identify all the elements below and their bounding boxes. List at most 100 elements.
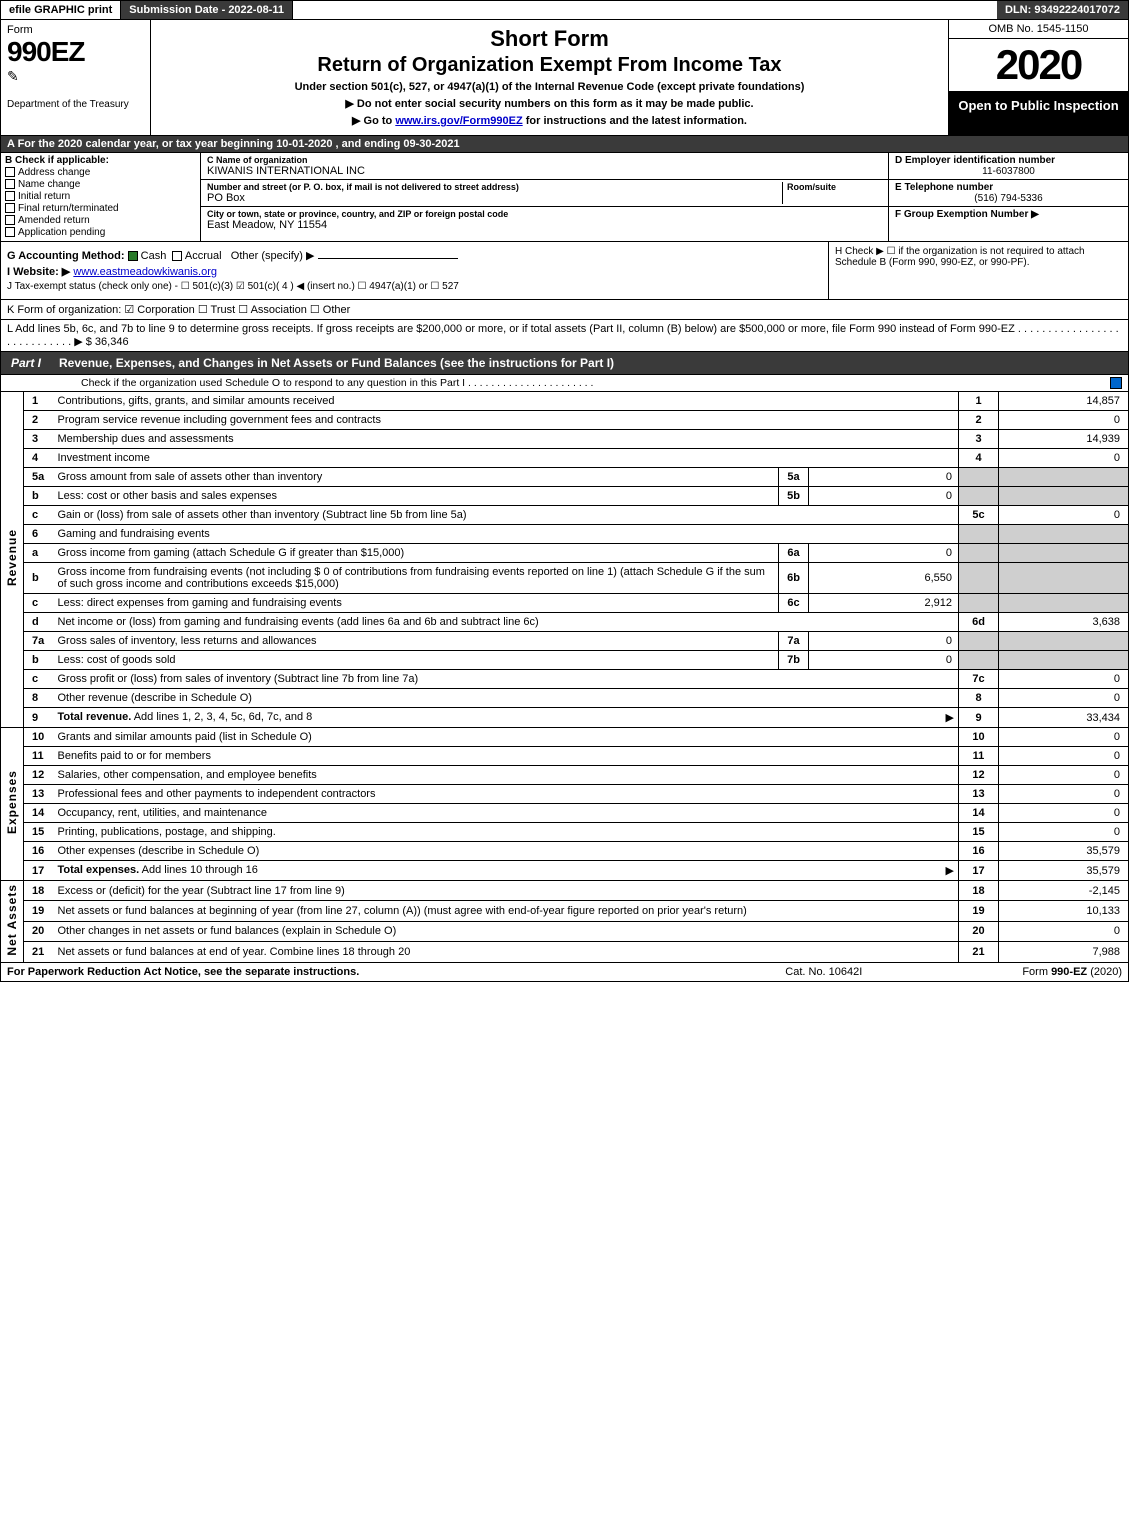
line-number: 15	[24, 823, 54, 842]
col-num: 4	[959, 449, 999, 468]
group-exemption-label: F Group Exemption Number ▶	[895, 209, 1122, 220]
header-right: OMB No. 1545-1150 2020 Open to Public In…	[948, 20, 1128, 135]
open-to-public: Open to Public Inspection	[949, 92, 1128, 135]
line-desc: Contributions, gifts, grants, and simila…	[54, 392, 959, 411]
line-desc: Gross amount from sale of assets other t…	[54, 468, 779, 487]
chk-accrual[interactable]	[172, 251, 182, 261]
col-num: 7c	[959, 670, 999, 689]
top-bar: efile GRAPHIC print Submission Date - 20…	[0, 0, 1129, 20]
line-number: b	[24, 651, 54, 670]
line-desc: Investment income	[54, 449, 959, 468]
col-val: 0	[999, 689, 1129, 708]
table-row: Net Assets18Excess or (deficit) for the …	[1, 881, 1129, 901]
col-val: 33,434	[999, 708, 1129, 728]
part1-sub: Check if the organization used Schedule …	[0, 375, 1129, 392]
line-number: 11	[24, 747, 54, 766]
part1-title: Revenue, Expenses, and Changes in Net As…	[51, 352, 1128, 374]
col-val: 0	[999, 506, 1129, 525]
line-desc: Professional fees and other payments to …	[54, 785, 959, 804]
line-number: 2	[24, 411, 54, 430]
line-number: 7a	[24, 632, 54, 651]
col-val: 3,638	[999, 613, 1129, 632]
line-desc: Gross income from gaming (attach Schedul…	[54, 544, 779, 563]
col-num: 18	[959, 881, 999, 901]
table-row: bLess: cost or other basis and sales exp…	[1, 487, 1129, 506]
line-desc: Less: cost of goods sold	[54, 651, 779, 670]
table-row: cGross profit or (loss) from sales of in…	[1, 670, 1129, 689]
mini-line-number: 6b	[779, 563, 809, 594]
line-number: d	[24, 613, 54, 632]
line-number: b	[24, 487, 54, 506]
table-row: 12Salaries, other compensation, and empl…	[1, 766, 1129, 785]
street-label: Number and street (or P. O. box, if mail…	[207, 182, 782, 192]
col-num: 9	[959, 708, 999, 728]
col-num: 6d	[959, 613, 999, 632]
line-desc: Excess or (deficit) for the year (Subtra…	[54, 881, 959, 901]
line-number: c	[24, 670, 54, 689]
ein-label: D Employer identification number	[895, 155, 1122, 166]
line-desc: Other expenses (describe in Schedule O)	[54, 842, 959, 861]
chk-application-pending[interactable]: Application pending	[5, 227, 196, 238]
line-number: 12	[24, 766, 54, 785]
efile-print-label[interactable]: efile GRAPHIC print	[1, 1, 121, 19]
table-row: 19Net assets or fund balances at beginni…	[1, 901, 1129, 921]
mini-line-number: 5b	[779, 487, 809, 506]
mini-line-value: 0	[809, 468, 959, 487]
table-row: Revenue1Contributions, gifts, grants, an…	[1, 392, 1129, 411]
form-label: Form	[7, 24, 144, 36]
col-num: 21	[959, 942, 999, 962]
warning-ssn: ▶ Do not enter social security numbers o…	[159, 97, 940, 110]
org-name-label: C Name of organization	[207, 155, 882, 165]
col-num: 5c	[959, 506, 999, 525]
dln: DLN: 93492224017072	[997, 1, 1128, 19]
org-name-value: KIWANIS INTERNATIONAL INC	[207, 165, 882, 177]
table-row: 13Professional fees and other payments t…	[1, 785, 1129, 804]
col-val: 35,579	[999, 861, 1129, 881]
line-number: 20	[24, 921, 54, 941]
chk-final-return[interactable]: Final return/terminated	[5, 203, 196, 214]
mini-line-number: 7b	[779, 651, 809, 670]
line-number: b	[24, 563, 54, 594]
line-desc: Net income or (loss) from gaming and fun…	[54, 613, 959, 632]
line-number: a	[24, 544, 54, 563]
line-desc: Gross sales of inventory, less returns a…	[54, 632, 779, 651]
col-val: 0	[999, 747, 1129, 766]
chk-initial-return[interactable]: Initial return	[5, 191, 196, 202]
table-row: 4Investment income40	[1, 449, 1129, 468]
line-desc: Printing, publications, postage, and shi…	[54, 823, 959, 842]
col-num: 20	[959, 921, 999, 941]
col-val-grey	[999, 544, 1129, 563]
col-num-grey	[959, 563, 999, 594]
tel-value: (516) 794-5336	[895, 193, 1122, 204]
line-number: 8	[24, 689, 54, 708]
table-row: dNet income or (loss) from gaming and fu…	[1, 613, 1129, 632]
line-desc: Gaming and fundraising events	[54, 525, 959, 544]
street-value: PO Box	[207, 192, 782, 204]
col-num-grey	[959, 594, 999, 613]
chk-address-change[interactable]: Address change	[5, 167, 196, 178]
lines-ghij: G Accounting Method: Cash Accrual Other …	[0, 242, 1129, 300]
dept-treasury: Department of the Treasury	[7, 99, 144, 110]
col-num: 8	[959, 689, 999, 708]
line-number: 13	[24, 785, 54, 804]
box-def: D Employer identification number 11-6037…	[888, 153, 1128, 241]
line-i: I Website: ▶ www.eastmeadowkiwanis.org	[7, 265, 822, 278]
irs-link[interactable]: www.irs.gov/Form990EZ	[395, 115, 522, 127]
schedule-o-checkbox[interactable]	[1110, 377, 1122, 389]
chk-cash[interactable]	[128, 251, 138, 261]
footer: For Paperwork Reduction Act Notice, see …	[0, 963, 1129, 982]
mini-line-value: 0	[809, 544, 959, 563]
line-number: 4	[24, 449, 54, 468]
col-val: 0	[999, 766, 1129, 785]
cash-label: Cash	[141, 250, 167, 262]
line-desc: Total revenue. Add lines 1, 2, 3, 4, 5c,…	[54, 708, 959, 728]
line-desc: Gross income from fundraising events (no…	[54, 563, 779, 594]
website-link[interactable]: www.eastmeadowkiwanis.org	[73, 266, 217, 278]
table-row: 21Net assets or fund balances at end of …	[1, 942, 1129, 962]
form-header: Form 990EZ ✎ Department of the Treasury …	[0, 20, 1129, 136]
chk-name-change[interactable]: Name change	[5, 179, 196, 190]
goto-pre: ▶ Go to	[352, 115, 395, 127]
table-row: 11Benefits paid to or for members110	[1, 747, 1129, 766]
chk-amended-return[interactable]: Amended return	[5, 215, 196, 226]
goto-post: for instructions and the latest informat…	[523, 115, 747, 127]
